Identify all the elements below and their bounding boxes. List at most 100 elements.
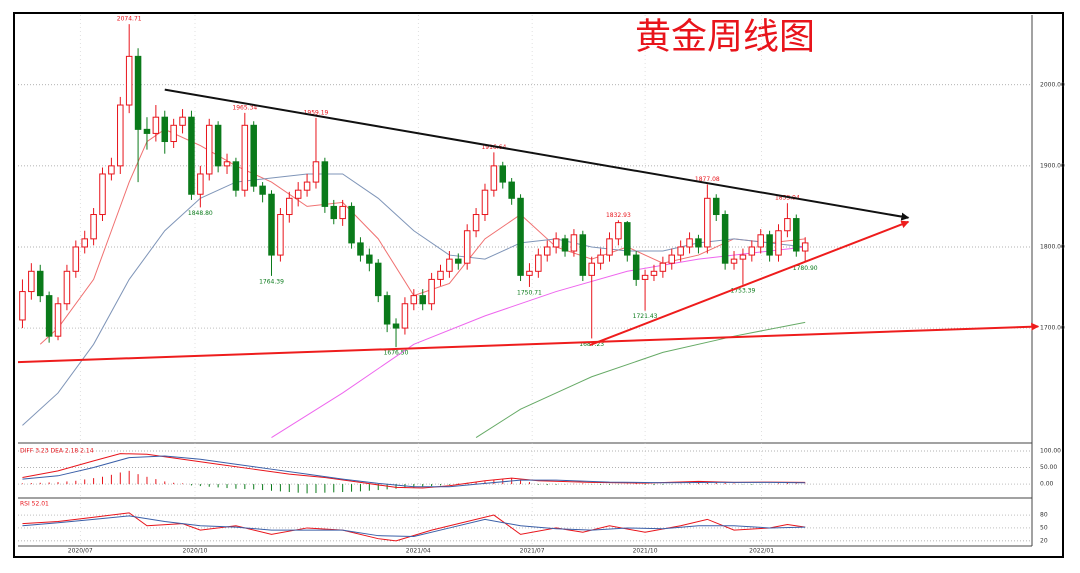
panel-label: DIFF 3.23 DEA 2.18 2.14 — [20, 448, 94, 455]
candle-body — [561, 238, 569, 252]
candle-body — [775, 230, 782, 256]
candle-body — [241, 124, 249, 191]
candle-body — [632, 254, 640, 280]
x-tick-label: 2021/10 — [633, 548, 658, 555]
y-tick-label: 1800.00 — [1040, 243, 1065, 250]
candle-body — [259, 185, 266, 195]
panel-label: RSI 52.01 — [20, 501, 49, 508]
candle-body — [277, 214, 284, 256]
candle-body — [508, 181, 515, 199]
candle-body — [36, 270, 44, 297]
candle-body — [446, 258, 453, 272]
candle-body — [588, 262, 595, 276]
candle-body — [641, 274, 649, 280]
candle-body — [695, 238, 702, 248]
candle-body — [303, 181, 311, 191]
candle-body — [81, 238, 88, 248]
high-label: 1965.34 — [232, 104, 257, 111]
candle-body — [739, 254, 747, 260]
candle-body — [757, 234, 764, 248]
candle-body — [321, 161, 329, 207]
low-label: 1721.43 — [633, 313, 658, 320]
candle-body — [63, 270, 71, 305]
candle-body — [535, 254, 542, 272]
candle-body — [499, 165, 507, 183]
candle-body — [28, 270, 35, 293]
candle-body — [250, 124, 257, 187]
rsi-line — [22, 515, 806, 538]
candle-body — [597, 254, 604, 264]
moving-average — [22, 173, 806, 426]
high-label: 1877.08 — [695, 176, 720, 183]
low-label: 1764.39 — [259, 278, 284, 285]
candle-body — [99, 173, 106, 216]
x-tick-label: 2021/04 — [406, 548, 431, 555]
candle-body — [410, 295, 418, 305]
moving-average — [475, 321, 806, 438]
candle-body — [19, 291, 26, 321]
candle-body — [152, 116, 160, 134]
candle-body — [677, 246, 684, 256]
candle-body — [721, 214, 729, 264]
candle-body — [730, 258, 738, 264]
rsi-line — [22, 512, 806, 542]
candle-body — [205, 124, 213, 175]
candle-body — [526, 270, 533, 276]
candle-body — [784, 218, 791, 232]
candle-body — [383, 295, 391, 325]
candle-body — [712, 197, 720, 216]
candle-body — [419, 295, 426, 305]
y-tick-label: 100.00 — [1040, 447, 1061, 454]
candle-body — [668, 254, 676, 264]
y-tick-label: 80 — [1040, 512, 1048, 519]
candle-body — [766, 234, 773, 256]
candle-body — [481, 189, 489, 216]
x-tick-label: 2020/07 — [68, 548, 93, 555]
x-tick-label: 2020/10 — [183, 548, 208, 555]
candle-body — [624, 222, 631, 256]
candle-body — [659, 262, 667, 272]
candle-body — [117, 104, 124, 167]
macd-line — [22, 455, 806, 488]
candle-body — [374, 262, 382, 297]
candle-body — [463, 230, 471, 264]
candle-body — [793, 218, 800, 252]
low-label: 1848.80 — [188, 210, 213, 217]
candle-body — [437, 270, 444, 280]
candle-body — [161, 116, 169, 143]
candle-body — [294, 189, 302, 199]
candle-body — [268, 193, 275, 256]
candle-body — [472, 214, 480, 232]
candle-body — [339, 205, 346, 220]
candle-body — [704, 197, 711, 248]
high-label: 2074.71 — [117, 16, 142, 23]
trendline — [17, 322, 1040, 364]
candle-body — [748, 246, 756, 256]
candle-body — [223, 161, 231, 167]
candle-body — [179, 116, 186, 126]
candle-body — [455, 258, 462, 264]
low-label: 1753.39 — [731, 287, 756, 294]
candle-body — [197, 173, 204, 195]
low-label: 1676.50 — [384, 350, 409, 357]
candle-body — [801, 242, 809, 252]
candle-body — [357, 242, 364, 256]
candle-body — [108, 165, 115, 175]
x-tick-label: 2022/01 — [749, 548, 774, 555]
high-label: 1959.19 — [304, 109, 329, 116]
candle-body — [570, 234, 578, 252]
y-tick-label: 50.00 — [1040, 464, 1057, 471]
candle-body — [366, 254, 373, 264]
y-tick-label: 1700.00 — [1040, 325, 1065, 332]
candle-body — [330, 205, 338, 220]
candle-body — [401, 303, 409, 329]
y-tick-label: 2000.00 — [1040, 81, 1065, 88]
candle-body — [552, 238, 560, 248]
candle-body — [214, 124, 222, 167]
y-tick-label: 50 — [1040, 524, 1048, 531]
candle-body — [72, 246, 80, 272]
candle-body — [428, 278, 435, 305]
candle-body — [286, 197, 293, 216]
candle-body — [90, 214, 97, 240]
candle-body — [170, 124, 177, 143]
